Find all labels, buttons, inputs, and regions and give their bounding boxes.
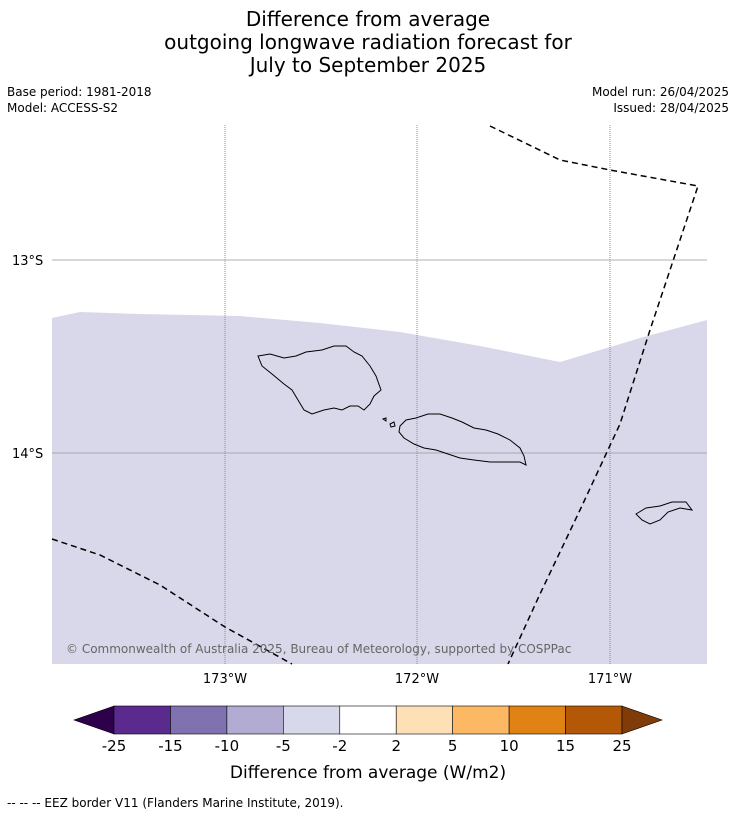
footnote: -- -- -- EEZ border V11 (Flanders Marine… xyxy=(7,796,344,810)
colorbar: -25 -15 -10 -5 -2 2 5 10 15 25 xyxy=(73,705,663,755)
colorbar-bin xyxy=(395,705,453,735)
colorbar-tick-label: -25 xyxy=(102,737,127,755)
colorbar-tick-label: 5 xyxy=(448,737,458,755)
title-line-3: July to September 2025 xyxy=(249,53,487,77)
model-run: Model run: 26/04/2025 xyxy=(591,85,729,99)
meta-right: Model run: 26/04/2025 Issued: 28/04/2025 xyxy=(592,84,729,116)
colorbar-bin xyxy=(113,705,171,735)
colorbar-tick-label: 10 xyxy=(500,737,519,755)
upolu-island xyxy=(398,413,527,466)
anomaly-shading xyxy=(52,312,707,664)
copyright-text: © Commonwealth of Australia 2025, Bureau… xyxy=(66,642,571,656)
eez-border-southwest xyxy=(51,538,293,665)
colorbar-bin xyxy=(170,705,228,735)
title-line-1: Difference from average xyxy=(245,7,491,31)
colorbar-bin xyxy=(452,705,510,735)
colorbar-bin xyxy=(508,705,566,735)
colorbar-bin xyxy=(565,705,623,735)
colorbar-tick-label: -10 xyxy=(215,737,240,755)
colorbar-tick-label: -2 xyxy=(332,737,347,755)
tutuila-island xyxy=(635,501,694,525)
colorbar-tick-label: 25 xyxy=(612,737,631,755)
issued-date: Issued: 28/04/2025 xyxy=(613,101,729,115)
colorbar-bin xyxy=(226,705,284,735)
colorbar-tick-label: -15 xyxy=(158,737,183,755)
colorbar-tick-label: 2 xyxy=(391,737,401,755)
lon-label-172w: 172°W xyxy=(395,672,439,687)
eez-border-northeast xyxy=(489,125,699,665)
meta-left: Base period: 1981-2018 Model: ACCESS-S2 xyxy=(7,84,152,116)
model-name: Model: ACCESS-S2 xyxy=(7,101,119,115)
colorbar-extend-high xyxy=(621,705,663,735)
colorbar-tick-label: -5 xyxy=(276,737,291,755)
colorbar-extend-low xyxy=(73,705,115,735)
colorbar-bin xyxy=(339,705,397,735)
chart-title: Difference from average outgoing longwav… xyxy=(0,8,736,77)
savaii-island xyxy=(257,345,382,415)
lat-label-13s: 13°S xyxy=(12,254,43,269)
base-period: Base period: 1981-2018 xyxy=(7,85,152,99)
title-line-2: outgoing longwave radiation forecast for xyxy=(164,30,572,54)
apolima-islet xyxy=(389,421,396,428)
lon-label-171w: 171°W xyxy=(588,672,632,687)
lon-label-173w: 173°W xyxy=(203,672,247,687)
lat-label-14s: 14°S xyxy=(12,447,43,462)
colorbar-label: Difference from average (W/m2) xyxy=(230,763,506,783)
colorbar-tick-label: 15 xyxy=(556,737,575,755)
manono-islet xyxy=(381,417,387,422)
colorbar-bin xyxy=(283,705,341,735)
